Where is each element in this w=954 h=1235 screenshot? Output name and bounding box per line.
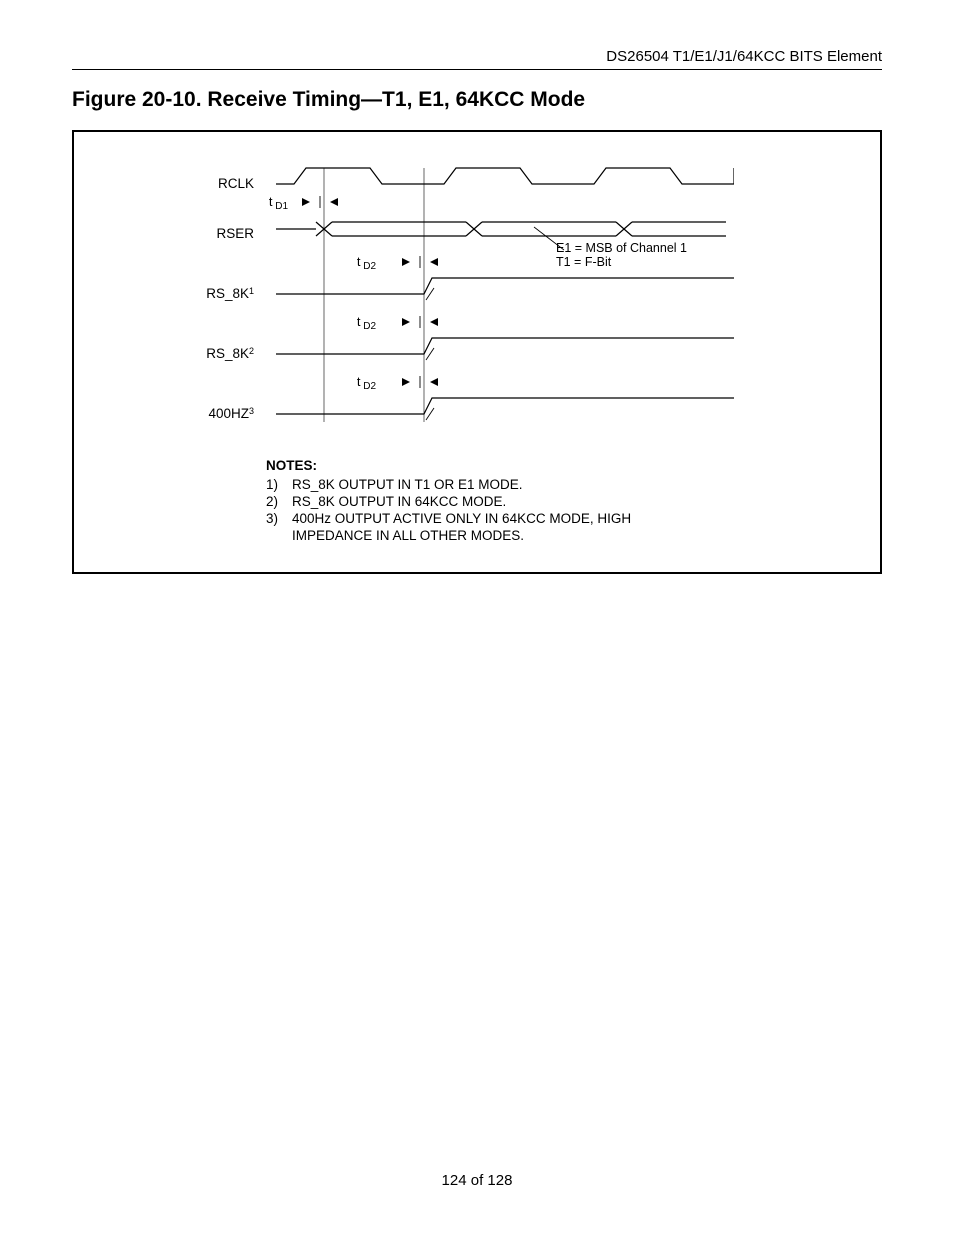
page-number: 124 of 128 bbox=[0, 1172, 954, 1189]
note-row-3: 3) 400Hz OUTPUT ACTIVE ONLY IN 64KCC MOD… bbox=[266, 511, 712, 545]
note-row-1: 1) RS_8K OUTPUT IN T1 OR E1 MODE. bbox=[266, 477, 712, 494]
svg-text:t D2: t D2 bbox=[357, 374, 377, 392]
header-text: DS26504 T1/E1/J1/64KCC BITS Element bbox=[606, 48, 882, 65]
svg-text:RSER: RSER bbox=[216, 226, 254, 241]
svg-text:t D2: t D2 bbox=[357, 314, 377, 332]
svg-text:T1 = F-Bit: T1 = F-Bit bbox=[556, 255, 612, 269]
figure-title: Figure 20-10. Receive Timing—T1, E1, 64K… bbox=[72, 88, 882, 112]
page-header: DS26504 T1/E1/J1/64KCC BITS Element bbox=[72, 48, 882, 70]
svg-text:E1 = MSB of Channel 1: E1 = MSB of Channel 1 bbox=[556, 241, 687, 255]
svg-text:t D2: t D2 bbox=[357, 254, 377, 272]
svg-text:RS_8K1: RS_8K1 bbox=[206, 286, 254, 301]
svg-text:400HZ3: 400HZ3 bbox=[208, 406, 254, 421]
svg-text:RCLK: RCLK bbox=[218, 176, 254, 191]
figure-box: RCLK RSER RS_8K1 RS_8K2 400HZ3 t D1 t D2 t D2 t … bbox=[72, 130, 882, 574]
document-page: DS26504 T1/E1/J1/64KCC BITS Element Figu… bbox=[0, 0, 954, 1235]
svg-text:RS_8K2: RS_8K2 bbox=[206, 346, 254, 361]
svg-text:t D1: t D1 bbox=[269, 194, 289, 212]
notes-block: NOTES: 1) RS_8K OUTPUT IN T1 OR E1 MODE.… bbox=[266, 458, 712, 544]
note-row-2: 2) RS_8K OUTPUT IN 64KCC MODE. bbox=[266, 494, 712, 511]
notes-title: NOTES: bbox=[266, 458, 712, 475]
